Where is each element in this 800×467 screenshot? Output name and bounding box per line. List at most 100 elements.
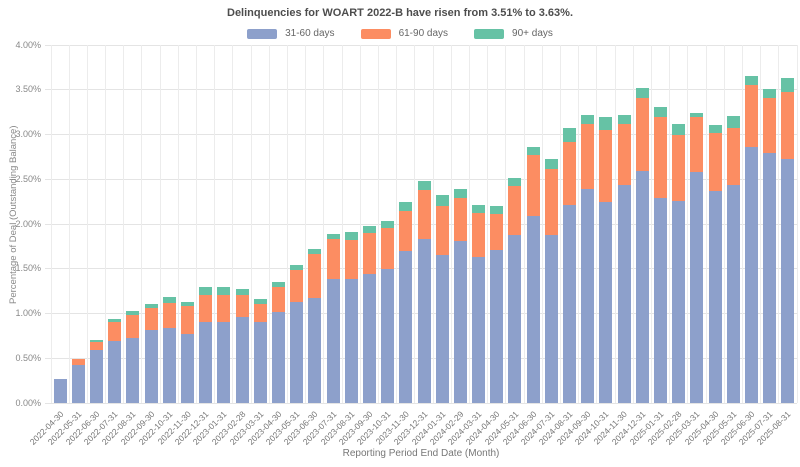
bar-segment-2024-07-31 [544,158,558,169]
x-gridline [741,45,743,403]
y-tick-label: 3.50% [15,84,41,95]
bar-segment-2023-04-30 [271,282,285,287]
bar-segment-2022-05-31 [71,365,85,403]
bar-segment-2022-08-31 [126,310,140,316]
bar-segment-2023-02-28 [235,317,249,403]
x-gridline [68,45,70,403]
x-gridline [177,45,179,403]
bar-segment-2024-06-30 [526,215,540,403]
bar-segment-2023-09-30 [362,225,376,233]
x-gridline [559,45,561,403]
bar-segment-2025-08-31 [781,91,795,159]
x-gridline [705,45,707,403]
bar-segment-2024-10-31 [599,130,613,202]
x-gridline [650,45,652,403]
x-gridline [523,45,525,403]
bar-segment-2022-07-31 [108,318,122,323]
bar-segment-2023-06-30 [308,253,322,299]
bar-segment-2023-07-31 [326,233,340,240]
bar-segment-2025-07-31 [763,88,777,98]
y-gridline [45,89,797,91]
bar-segment-2023-03-31 [253,299,267,304]
bar-segment-2023-03-31 [253,303,267,323]
bar-segment-2022-09-30 [144,308,158,330]
bar-segment-2022-06-30 [89,340,103,343]
x-gridline [760,45,762,403]
bar-segment-2023-01-31 [217,294,231,323]
x-gridline [159,45,161,403]
bar-segment-2022-10-31 [162,297,176,303]
y-gridline [45,44,797,46]
legend: 31-60 days 61-90 days 90+ days [0,28,800,39]
bar-segment-2025-01-31 [654,106,668,117]
bar-segment-2022-08-31 [126,315,140,338]
bar-segment-2023-12-31 [417,181,431,190]
bar-segment-2025-04-30 [708,124,722,133]
chart-title: Delinquencies for WOART 2022-B have rise… [227,7,573,19]
bar-segment-2022-12-31 [199,321,213,403]
bar-segment-2024-02-29 [453,198,467,241]
legend-item-61-90-days: 61-90 days [360,28,449,39]
x-gridline [723,45,725,403]
x-gridline [632,45,634,403]
x-gridline [341,45,343,403]
y-tick-label: 1.00% [15,308,41,318]
bar-segment-2024-02-29 [453,241,467,403]
bar-segment-2023-10-31 [381,221,395,229]
legend-label-61-90-days: 61-90 days [398,28,449,39]
bar-segment-2025-03-31 [690,172,704,403]
bar-segment-2023-11-30 [399,211,413,251]
bar-segment-2024-05-31 [508,178,522,187]
bar-segment-2022-09-30 [144,329,158,403]
x-gridline [450,45,452,403]
legend-label-90-plus-days: 90+ days [512,28,553,39]
bar-segment-2022-06-30 [89,342,103,351]
y-tick-label: 2.00% [15,218,41,229]
bar-segment-2023-07-31 [326,279,340,403]
bar-segment-2022-12-31 [199,286,213,295]
x-gridline [123,45,125,403]
x-gridline [141,45,143,403]
bar-segment-2022-10-31 [162,302,176,328]
bar-segment-2025-05-31 [726,128,740,185]
bar-segment-2024-03-31 [472,205,486,214]
x-gridline [596,45,598,403]
bar-segment-2025-02-28 [672,200,686,403]
bar-segment-2024-04-30 [490,249,504,403]
bar-segment-2024-03-31 [472,257,486,403]
x-gridline [50,45,52,403]
bar-segment-2025-06-30 [745,76,758,86]
bar-segment-2022-11-30 [180,334,194,403]
x-axis-title: Reporting Period End Date (Month) [342,448,500,459]
bar-segment-2024-04-30 [490,214,504,250]
bar-segment-2024-06-30 [526,147,540,156]
bar-segment-2023-05-31 [290,301,304,403]
bar-segment-2023-10-31 [381,228,395,269]
y-gridline [45,402,797,404]
bar-segment-2022-05-31 [71,359,85,366]
bar-segment-2023-11-30 [399,201,413,212]
bar-segment-2022-07-31 [108,322,122,342]
bar-segment-2025-08-31 [781,158,795,403]
bar-segment-2024-11-30 [617,123,631,185]
bar-segment-2024-07-31 [544,234,558,403]
y-tick-label: 3.00% [15,129,41,139]
bar-segment-2025-05-31 [726,115,740,129]
bar-segment-2024-06-30 [526,155,540,216]
bar-segment-2024-08-31 [563,205,577,403]
x-gridline [268,45,270,403]
bar-segment-2023-07-31 [326,239,340,280]
bar-segment-2024-03-31 [472,213,486,258]
legend-item-90-plus-days: 90+ days [474,28,553,39]
bar-segment-2022-08-31 [126,337,140,403]
bar-segment-2023-03-31 [253,322,267,403]
bar-segment-2024-09-30 [581,114,595,124]
bar-segment-2023-09-30 [362,274,376,403]
x-gridline [432,45,434,403]
x-gridline [614,45,616,403]
legend-swatch-61-90-days [360,28,391,39]
bar-segment-2025-06-30 [745,85,758,148]
bar-segment-2022-09-30 [144,303,158,309]
legend-swatch-90-plus-days [474,28,505,39]
bar-segment-2025-01-31 [654,198,668,403]
